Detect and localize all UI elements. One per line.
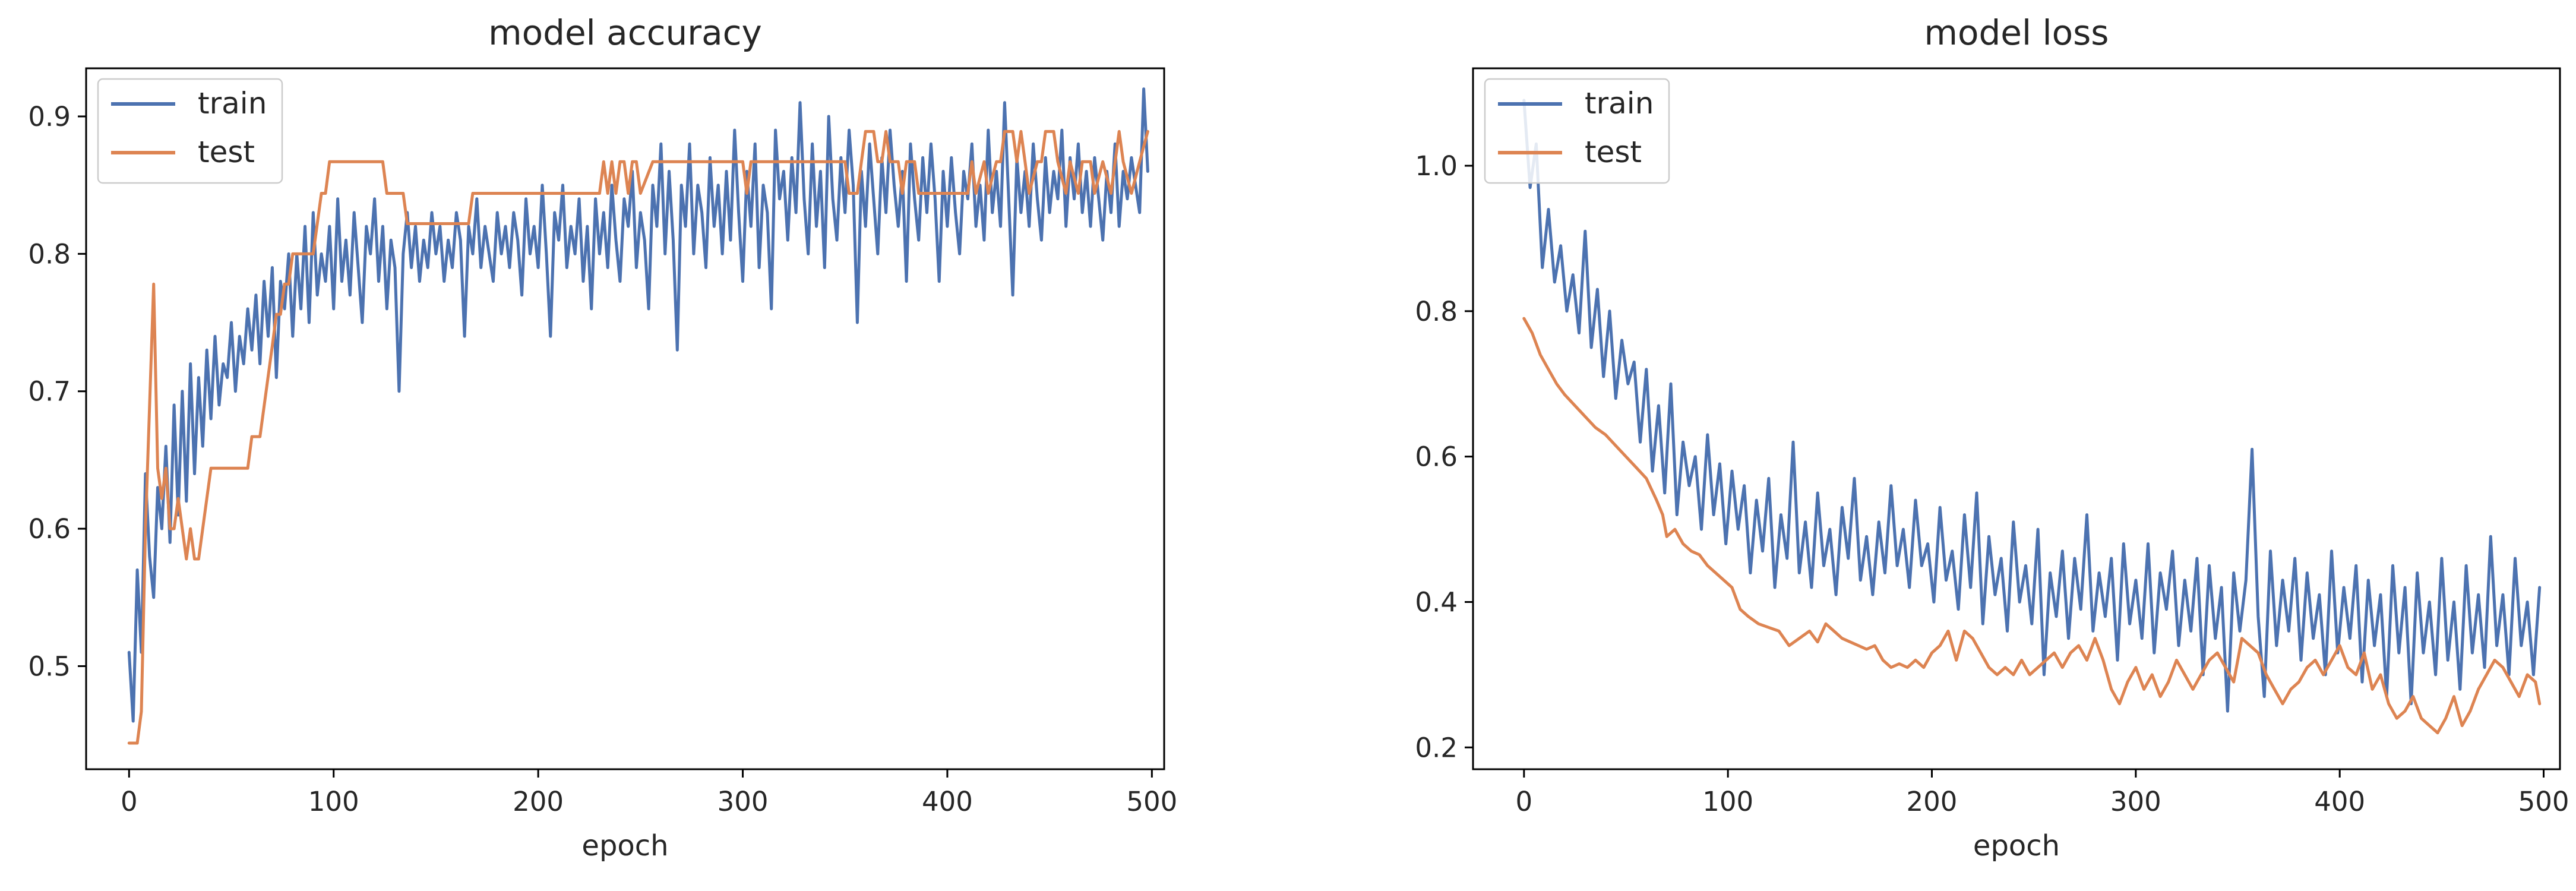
loss-x-tick-label: 200 [1907, 786, 1958, 817]
accuracy-axes-frame [85, 67, 1165, 770]
accuracy-legend-train-label: train [198, 86, 267, 121]
accuracy-y-tick-label: 0.8 [28, 238, 71, 270]
loss-y-tick-label: 0.2 [1415, 732, 1458, 763]
accuracy-x-tick-label: 400 [922, 786, 973, 817]
accuracy-x-tick-label: 200 [513, 786, 564, 817]
accuracy-y-tick-label: 0.9 [28, 101, 71, 132]
accuracy-y-tick-label: 0.6 [28, 513, 71, 545]
loss-x-tick-label: 100 [1702, 786, 1753, 817]
accuracy-y-tick-label: 0.5 [28, 650, 71, 682]
loss-chart: 0 100 200 300 400 500 0.2 0.4 0.6 0.8 1.0 model lo… [1415, 12, 2569, 862]
loss-y-tick-label: 0.8 [1415, 296, 1458, 327]
accuracy-y-tick-label: 0.7 [28, 376, 71, 407]
accuracy-chart-title: model accuracy [488, 12, 762, 53]
accuracy-plot-area [85, 67, 1165, 770]
loss-x-tick-label: 300 [2110, 786, 2161, 817]
loss-x-tick-label: 0 [1516, 786, 1533, 817]
accuracy-chart: 0 100 200 300 400 500 0.5 0.6 0.7 0.8 0.9 model ac… [28, 12, 1177, 862]
loss-y-tick-label: 1.0 [1415, 150, 1458, 182]
accuracy-series-train-line [127, 87, 1149, 723]
loss-series-test-line [1522, 317, 2542, 735]
accuracy-x-tick-label: 0 [121, 786, 138, 817]
accuracy-legend: train test [97, 78, 283, 184]
accuracy-series-test-line [127, 129, 1149, 745]
loss-legend-test-label: test [1585, 135, 1642, 169]
loss-y-tick-label: 0.6 [1415, 441, 1458, 473]
loss-x-axis-label: epoch [1973, 829, 2060, 862]
loss-y-tick-label: 0.4 [1415, 586, 1458, 618]
loss-plot-area [1472, 67, 2561, 770]
loss-legend: train test [1484, 78, 1670, 184]
loss-series-train-line [1522, 99, 2542, 713]
loss-legend-train-label: train [1585, 86, 1654, 121]
accuracy-x-tick-label: 500 [1126, 786, 1177, 817]
accuracy-legend-test-label: test [198, 135, 255, 169]
loss-chart-title: model loss [1924, 12, 2109, 53]
accuracy-x-axis-label: epoch [581, 829, 668, 862]
loss-x-tick-label: 400 [2314, 786, 2365, 817]
loss-axes-frame [1472, 67, 2561, 770]
accuracy-x-tick-label: 100 [308, 786, 359, 817]
loss-x-tick-label: 500 [2518, 786, 2569, 817]
accuracy-x-tick-label: 300 [718, 786, 769, 817]
